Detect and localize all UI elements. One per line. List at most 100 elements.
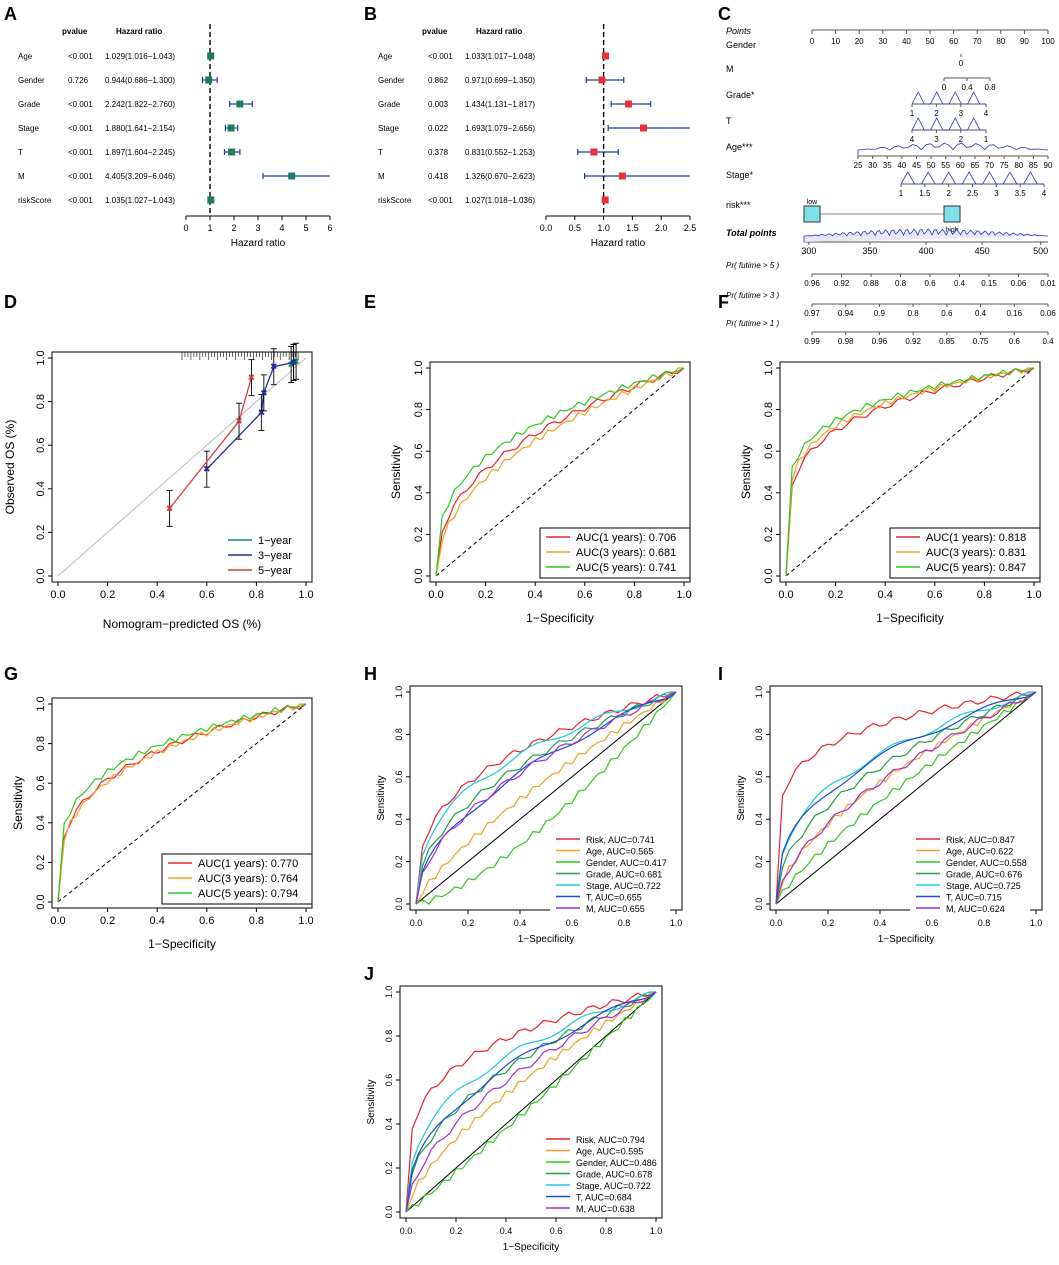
ideal-line: [57, 357, 307, 577]
y-tick-label: 0.6: [384, 1074, 394, 1087]
roc-curve: [405, 991, 657, 1213]
panel-label-h: H: [364, 664, 377, 684]
y-tick-label: 1.0: [394, 686, 404, 699]
row-hr-text: 1.693(1.079−2.656): [465, 124, 535, 133]
x-tick-label: 0.2: [450, 1226, 463, 1236]
diagonal-line: [57, 703, 307, 903]
legend-label: Risk, AUC=0.794: [576, 1135, 645, 1145]
nomogram-c: Points 0 10 20 30 40 50 60 70 80 90 100 Gender 0 M 0 0.4…: [726, 26, 1056, 346]
y-tick-label: 0.2: [384, 1162, 394, 1175]
legend-label: AUC(3 years): 0.681: [576, 547, 676, 559]
x-tick-label: 0.8: [627, 589, 642, 601]
x-tick-label: 0.0: [410, 918, 423, 928]
density-curve: [857, 142, 1049, 156]
nomogram-tick-label: 500: [1033, 246, 1048, 256]
calibration-point: ✖: [235, 416, 243, 426]
nomogram-tick-label: 2.5: [967, 189, 979, 198]
x-axis-title: Hazard ratio: [231, 238, 286, 249]
row-pvalue: <0.001: [428, 196, 453, 205]
hr-marker: [590, 148, 598, 156]
row-pvalue: 0.022: [428, 124, 449, 133]
roc-curve: [57, 703, 306, 903]
nomogram-tick-label: 0.16: [1006, 309, 1022, 318]
roc-curve: [405, 991, 657, 1213]
plot-frame: [769, 685, 1043, 911]
y-tick-label: 0.8: [413, 402, 425, 417]
row-pvalue: 0.418: [428, 172, 449, 181]
row-pvalue: 0.003: [428, 100, 449, 109]
nomogram-tick-label: 0.85: [939, 337, 955, 346]
x-tick-label: 0.8: [249, 589, 264, 601]
y-tick-label: 0.4: [35, 815, 47, 830]
nomogram-tick-label: 0.4: [961, 83, 973, 92]
x-tick-label: 5: [303, 223, 308, 233]
calibration-point: ✖: [248, 373, 256, 383]
x-tick-label: 1.0: [1026, 589, 1041, 601]
legend-label: AUC(1 years): 0.770: [198, 858, 298, 870]
nomogram-tick-label: 1.5: [919, 189, 931, 198]
x-tick-label: 2.0: [655, 223, 668, 233]
roc-curve: [405, 991, 657, 1213]
plot-frame: [779, 361, 1041, 583]
nomogram-tick-label: 4: [1042, 189, 1047, 198]
x-tick-label: 0.8: [977, 589, 992, 601]
legend-label: Grade, AUC=0.678: [576, 1170, 652, 1180]
row-pvalue: <0.001: [68, 100, 93, 109]
nomogram-row-label: Stage*: [726, 170, 754, 180]
risk-high-box: [943, 205, 961, 223]
forest-plot-a: pvalue Hazard ratio Age <0.001 1.029(1.016−1…: [18, 24, 333, 249]
x-tick-label: 2.5: [684, 223, 697, 233]
x-tick-label: 0.6: [577, 589, 592, 601]
nomogram-tick-label: 0.01: [1040, 279, 1056, 288]
y-tick-label: 0.2: [763, 527, 775, 542]
y-tick-label: 0.0: [35, 894, 47, 909]
panel-label-a: A: [4, 4, 17, 24]
plot-frame: [429, 361, 691, 583]
row-name: T: [18, 148, 23, 157]
y-tick-label: 1.0: [384, 986, 394, 999]
legend-label: Stage, AUC=0.722: [576, 1181, 651, 1191]
hr-marker: [598, 76, 606, 84]
calibration-point: ✖: [270, 362, 278, 372]
row-hr-text: 1.027(1.018−1.036): [465, 196, 535, 205]
x-tick-label: 0.4: [500, 1226, 513, 1236]
nomogram-tick-label: 0.99: [804, 337, 820, 346]
y-tick-label: 0.6: [35, 438, 47, 453]
x-tick-label: 0.0: [50, 589, 65, 601]
risk-label-high: high: [945, 227, 958, 234]
roc-curve: [415, 691, 677, 905]
nomogram-row-label: Gender: [726, 40, 756, 50]
row-name: Grade: [378, 100, 401, 109]
x-axis-title: 1−Specificity: [526, 611, 594, 625]
y-tick-label: 0.8: [763, 402, 775, 417]
nomogram-tick-label: 0.6: [1009, 337, 1021, 346]
nomogram-tick-label: 350: [862, 246, 877, 256]
y-tick-label: 0.4: [413, 485, 425, 500]
header-pvalue: pvalue: [62, 27, 88, 36]
nomogram-tick-label: 0: [959, 59, 964, 68]
row-hr-text: 1.880(1.641−2.154): [105, 124, 175, 133]
legend-label: Age, AUC=0.595: [576, 1147, 643, 1157]
header-pvalue: pvalue: [422, 27, 448, 36]
nomogram-tick-label: 300: [801, 246, 816, 256]
nomogram-row-label: Points: [726, 26, 752, 36]
roc-curve: [57, 703, 307, 903]
legend-label: AUC(1 years): 0.706: [576, 532, 676, 544]
x-axis-title: 1−Specificity: [878, 934, 934, 945]
row-name: Stage: [18, 124, 39, 133]
legend-label: Age, AUC=0.622: [946, 847, 1013, 857]
points-tick-label: 100: [1041, 37, 1055, 46]
density-curve: [911, 91, 986, 105]
y-tick-label: 0.6: [763, 444, 775, 459]
nomogram-tick-label: 0.06: [1040, 309, 1056, 318]
hr-marker: [618, 172, 626, 180]
roc-plot-i: 0.0 0.0 0.2 0.2 0.4 0.4 0.6 0.6 0.8 0.8 1.0 1.0 1−Sp…: [736, 685, 1043, 945]
diagonal-line: [415, 691, 677, 905]
x-axis-title: 1−Specificity: [503, 1242, 559, 1253]
row-hr-text: 4.405(3.209−6.046): [105, 172, 175, 181]
roc-curve: [775, 691, 1036, 905]
points-tick-label: 80: [996, 37, 1005, 46]
nomogram-tick-label: 50: [927, 161, 936, 170]
x-tick-label: 0.8: [978, 918, 991, 928]
nomogram-tick-label: 3: [934, 135, 939, 144]
